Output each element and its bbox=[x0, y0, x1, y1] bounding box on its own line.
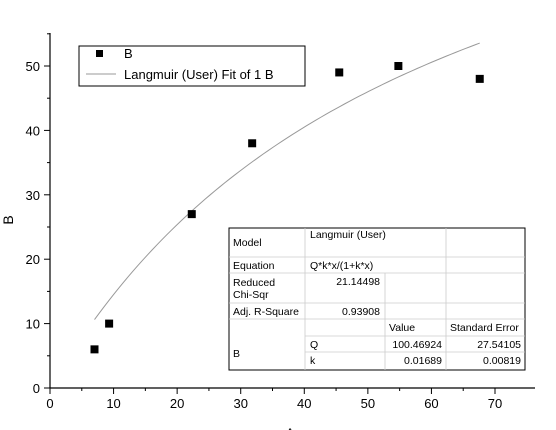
x-tick-label-6: 60 bbox=[424, 396, 438, 411]
stats-r2-label: Adj. R-Square bbox=[233, 306, 299, 318]
y-tick-label-3: 30 bbox=[26, 188, 40, 203]
data-point-5 bbox=[394, 62, 403, 70]
data-point-4 bbox=[335, 68, 344, 77]
stats-param-q-name: Q bbox=[310, 339, 318, 351]
stats-chisqr-label-1: Reduced bbox=[233, 277, 275, 289]
legend-label-points: B bbox=[124, 46, 133, 61]
data-point-0 bbox=[90, 345, 99, 354]
legend-box bbox=[78, 45, 306, 87]
stats-model-value: Langmuir (User) bbox=[310, 229, 386, 241]
legend: B Langmuir (User) Fit of 1 B bbox=[78, 45, 306, 87]
x-tick-label-2: 20 bbox=[170, 396, 184, 411]
y-tick-label-2: 20 bbox=[26, 252, 40, 267]
stats-table: Model Langmuir (User) Equation Q*k*x/(1+… bbox=[228, 227, 526, 371]
stats-chisqr-value: 21.14498 bbox=[336, 276, 380, 288]
x-tick-label-5: 50 bbox=[361, 396, 375, 411]
y-tick-label-1: 10 bbox=[26, 317, 40, 332]
x-tick-label-3: 30 bbox=[233, 396, 247, 411]
stats-table-box bbox=[228, 227, 526, 371]
stats-error-header: Standard Error bbox=[450, 322, 519, 334]
stats-model-label: Model bbox=[233, 237, 262, 249]
fit-curve bbox=[94, 42, 480, 320]
x-tick-label-1: 10 bbox=[106, 396, 120, 411]
x-tick-label-7: 70 bbox=[488, 396, 502, 411]
y-ticks: 0 10 20 30 40 50 bbox=[26, 33, 50, 396]
stats-equation-label: Equation bbox=[233, 260, 275, 272]
data-points bbox=[90, 62, 484, 354]
x-tick-label-0: 0 bbox=[46, 396, 53, 411]
data-point-1 bbox=[105, 319, 114, 328]
x-ticks: 0 10 20 30 40 50 60 70 bbox=[46, 388, 502, 411]
y-axis-label: B bbox=[0, 215, 16, 224]
stats-param-q-value: 100.46924 bbox=[392, 339, 442, 351]
data-point-2 bbox=[187, 210, 196, 219]
stats-value-header: Value bbox=[389, 322, 415, 334]
stats-param-group: B bbox=[233, 348, 240, 360]
y-tick-label-5: 50 bbox=[26, 59, 40, 74]
y-tick-label-0: 0 bbox=[33, 381, 40, 396]
stats-param-q-error: 27.54105 bbox=[477, 339, 521, 351]
y-tick-label-4: 40 bbox=[26, 123, 40, 138]
data-point-6 bbox=[475, 74, 484, 83]
x-tick-label-4: 40 bbox=[297, 396, 311, 411]
stats-r2-value: 0.93908 bbox=[342, 306, 380, 318]
stats-param-k-error: 0.00819 bbox=[483, 355, 521, 367]
legend-label-fit: Langmuir (User) Fit of 1 B bbox=[124, 67, 274, 82]
data-point-3 bbox=[248, 139, 257, 148]
stats-param-k-name: k bbox=[310, 355, 316, 367]
x-axis-label: A bbox=[285, 425, 295, 430]
stats-param-k-value: 0.01689 bbox=[404, 355, 442, 367]
stats-equation-value: Q*k*x/(1+k*x) bbox=[310, 260, 373, 272]
stats-chisqr-label-2: Chi-Sqr bbox=[233, 289, 269, 301]
legend-marker-square bbox=[96, 50, 103, 57]
